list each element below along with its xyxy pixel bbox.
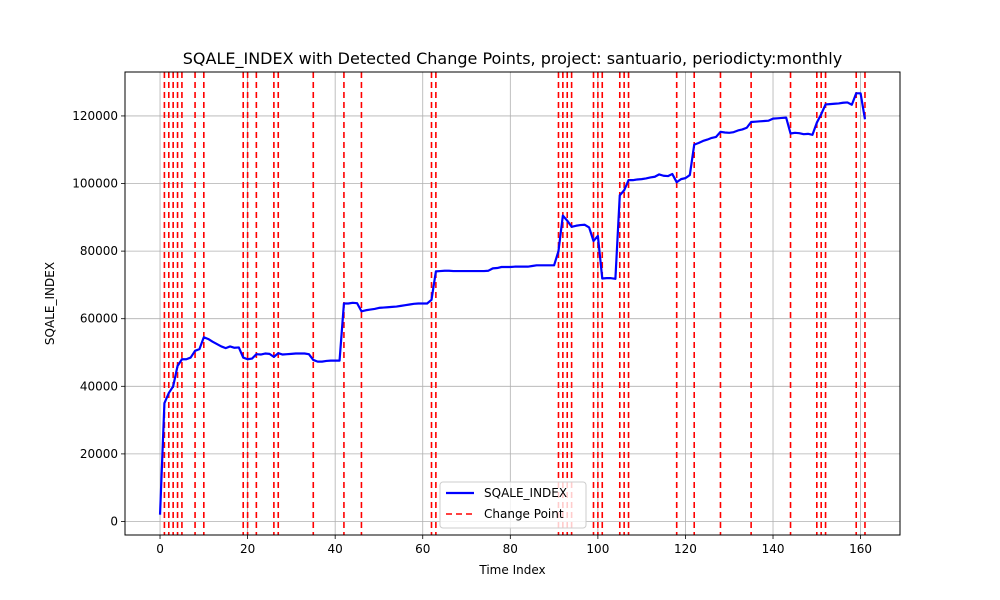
y-tick-label: 40000 [80,379,118,393]
x-tick-label: 120 [674,542,697,556]
y-tick-label: 60000 [80,312,118,326]
series-layer [158,92,867,515]
legend-box [439,481,587,529]
chart-title: SQALE_INDEX with Detected Change Points,… [183,49,842,69]
x-tick-label: 20 [240,542,255,556]
x-tick-label: 80 [503,542,518,556]
y-axis-label: SQALE_INDEX [43,262,57,345]
ticks-layer: 0 20 40 60 80 100 120 140 160 0 20000 40000 60000 800… [72,109,872,556]
x-tick-label: 40 [328,542,343,556]
x-tick-label: 140 [762,542,785,556]
x-axis-label: Time Index [478,563,545,577]
legend-series-label: SQALE_INDEX [484,486,567,500]
plot-frame [124,71,901,536]
legend-change-point-label: Change Point [484,507,564,521]
y-tick-label: 20000 [80,447,118,461]
series-line-sqale-index [158,92,867,515]
y-tick-label: 0 [110,514,118,528]
y-tick-label: 100000 [72,177,118,191]
legend: SQALE_INDEX Change Point [439,481,587,529]
y-tick-label: 120000 [72,109,118,123]
y-tick-label: 80000 [80,244,118,258]
x-tick-label: 0 [156,542,164,556]
x-tick-label: 100 [586,542,609,556]
x-tick-label: 60 [415,542,430,556]
change-point-layer [163,72,866,535]
x-tick-label: 160 [849,542,872,556]
